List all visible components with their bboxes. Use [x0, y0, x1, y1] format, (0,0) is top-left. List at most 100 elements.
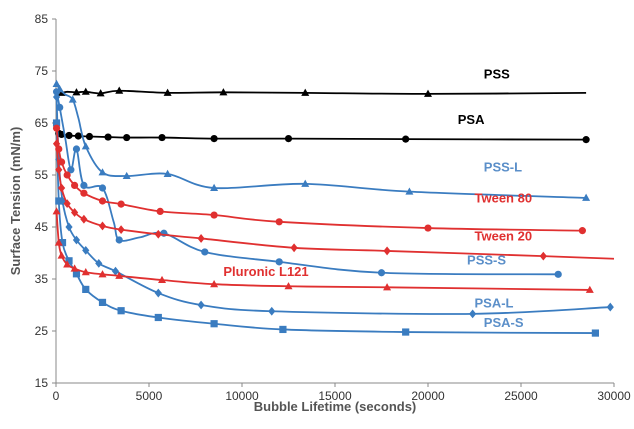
data-point-pss-s	[115, 236, 123, 244]
data-point-pluronic-l121	[57, 251, 66, 259]
data-point-tween-80	[117, 200, 125, 208]
series-line-pss-s	[55, 91, 559, 276]
data-point-psa-l	[469, 309, 477, 319]
data-point-tween-80	[71, 181, 79, 189]
data-point-psa-l	[72, 235, 81, 245]
x-axis-title: Bubble Lifetime (seconds)	[254, 399, 417, 414]
y-tick-label: 85	[35, 12, 49, 26]
data-point-pss	[424, 89, 432, 97]
label-pluronic-l121: Pluronic L121	[223, 264, 308, 279]
data-point-psa-s	[154, 313, 162, 322]
data-point-tween-80	[210, 211, 218, 219]
data-point-tween-20	[52, 139, 61, 149]
data-point-pss-s	[377, 269, 386, 277]
label-pss-l: PSS-L	[484, 159, 522, 174]
data-point-tween-20	[539, 251, 547, 261]
data-point-pss-s	[72, 145, 81, 153]
label-pss-s: PSS-S	[467, 252, 506, 267]
data-point-psa-s	[402, 328, 410, 336]
x-tick-label: 30000	[597, 389, 631, 403]
data-point-psa-l	[111, 266, 120, 276]
series-labels: PSS PSA PSS-L Tween 80 Tween 20 PSS-S Pluronic…	[223, 66, 532, 330]
series-line-psa-l	[55, 96, 611, 315]
data-point-pss-s	[275, 258, 283, 266]
data-point-tween-80	[80, 189, 88, 197]
data-point-pss-s	[80, 181, 88, 189]
data-point-pluronic-l121	[284, 282, 293, 290]
data-point-psa-l	[197, 300, 205, 310]
data-point-psa-s	[72, 270, 81, 278]
y-tick-label: 35	[35, 272, 49, 286]
data-point-tween-20	[57, 183, 66, 193]
label-tween-20: Tween 20	[475, 229, 533, 244]
y-tick-label: 25	[35, 324, 49, 338]
data-point-tween-80	[98, 197, 107, 205]
data-point-tween-80	[275, 218, 283, 226]
data-point-tween-20	[117, 225, 125, 234]
series-pss-l	[52, 79, 591, 201]
series-line-psa	[55, 130, 587, 141]
data-point-psa	[74, 132, 82, 140]
data-point-pss-l	[582, 193, 591, 201]
data-point-psa-l	[52, 92, 61, 102]
data-point-psa-s	[117, 307, 125, 315]
data-point-pss-l	[163, 169, 172, 177]
data-point-pluronic-l121	[54, 238, 63, 246]
y-tick-label: 65	[35, 116, 49, 130]
data-point-pss-s	[56, 103, 64, 111]
data-point-pss-l	[122, 171, 131, 180]
x-tick-label: 20000	[411, 389, 445, 403]
data-point-psa	[85, 132, 94, 141]
data-point-pluronic-l121	[585, 285, 594, 293]
data-point-psa	[123, 133, 131, 142]
y-axis-title: Surface Tension (mN/m)	[8, 127, 23, 276]
data-point-tween-80	[424, 224, 432, 232]
data-point-pss-s	[98, 184, 107, 192]
data-point-pluronic-l121	[70, 264, 79, 272]
data-point-tween-80	[578, 227, 586, 235]
data-point-tween-80	[63, 171, 71, 179]
data-point-psa-l	[154, 288, 162, 298]
data-point-pluronic-l121	[63, 260, 72, 268]
data-point-psa-s	[210, 320, 218, 328]
series-pluronic-l121	[52, 207, 594, 293]
y-axis-ticks: 15 25 35 45 55 65 75 85	[35, 12, 56, 390]
label-pss: PSS	[484, 66, 510, 81]
data-point-pluronic-l121	[52, 207, 61, 215]
series-line-pluronic-l121	[55, 211, 590, 291]
data-point-pss	[115, 86, 124, 94]
data-point-tween-80	[156, 207, 164, 215]
label-psa: PSA	[458, 112, 485, 127]
data-point-psa-s	[65, 257, 73, 265]
label-psa-s: PSA-S	[484, 315, 524, 330]
series-pss	[56, 86, 587, 97]
data-point-psa-s	[591, 329, 599, 337]
x-tick-label: 25000	[504, 389, 538, 403]
data-point-pss-l	[81, 142, 90, 150]
data-point-psa	[284, 135, 293, 143]
data-point-pss	[219, 88, 228, 96]
data-point-psa-s	[55, 197, 63, 205]
series-line-pss	[56, 89, 587, 95]
x-tick-label: 15000	[318, 389, 352, 403]
data-point-psa-s	[279, 325, 287, 334]
data-point-psa-s	[58, 239, 67, 247]
data-point-psa	[210, 135, 218, 143]
data-point-tween-20	[383, 246, 391, 256]
series-psa-s	[52, 119, 599, 337]
data-point-pss-s	[52, 88, 61, 96]
data-point-pss-l	[210, 183, 219, 191]
label-psa-l: PSA-L	[475, 296, 514, 311]
data-point-pss	[72, 88, 81, 96]
data-point-pss	[96, 89, 105, 97]
data-point-pluronic-l121	[158, 275, 167, 284]
data-point-pss	[81, 87, 90, 95]
data-point-psa-l	[606, 302, 614, 312]
data-point-pluronic-l121	[383, 283, 392, 291]
y-tick-label: 45	[35, 220, 49, 234]
data-point-pss-l	[68, 95, 77, 103]
data-point-psa	[104, 133, 112, 141]
series-tween-80	[52, 124, 586, 235]
data-point-psa	[582, 136, 590, 144]
